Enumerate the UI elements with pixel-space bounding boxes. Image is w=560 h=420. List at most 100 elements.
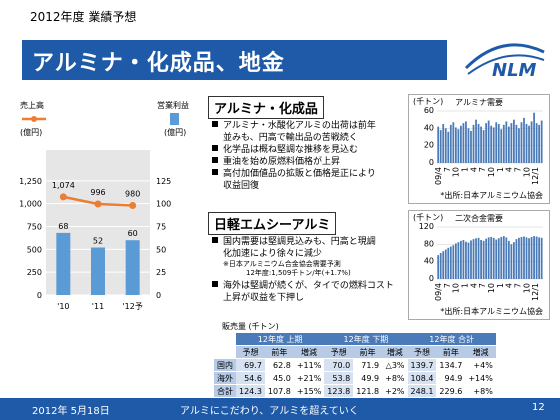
mini-bar xyxy=(467,242,470,279)
left-tick-label: 1,250 xyxy=(19,177,42,186)
mini-source-note: *出所:日本アルミニウム協会 xyxy=(440,306,543,316)
mini-bar xyxy=(480,126,482,163)
nmca-bullet-2: 海外は堅調が続くが、タイでの燃料コスト 上昇が収益を下押し xyxy=(212,280,407,304)
footer-bar: 2012年 5月18日 アルミにこだわり、アルミを超えていく 12 xyxy=(0,398,560,420)
group-h1: 12年度 上期 xyxy=(236,333,325,346)
mini-x-tick: 7 xyxy=(514,283,523,288)
company-logo: NLM xyxy=(464,43,545,81)
mini-bar xyxy=(437,255,440,279)
mini-bar xyxy=(497,124,500,163)
mini-bar xyxy=(449,246,452,279)
right-axis-unit: (億円) xyxy=(164,127,186,137)
mini-bar xyxy=(454,127,457,163)
mini-bar xyxy=(472,124,475,163)
mini-bar xyxy=(518,237,520,279)
bullet-square-icon xyxy=(212,281,218,287)
mini-bar xyxy=(447,247,450,279)
mini-bar xyxy=(442,124,445,163)
mini-bar xyxy=(439,130,442,163)
mini-bar xyxy=(460,125,462,163)
mini-x-tick: 10 xyxy=(522,167,531,177)
mini-bar xyxy=(533,112,535,163)
mini-x-tick: 10 xyxy=(452,167,461,177)
mini-bar xyxy=(502,236,505,279)
mini-x-tick: 4 xyxy=(469,167,478,172)
mini-x-tick: 7 xyxy=(443,283,452,288)
mini-bar xyxy=(490,125,493,163)
mini-bar xyxy=(470,130,472,163)
sales-point xyxy=(129,201,137,209)
left-tick-label: 500 xyxy=(27,245,42,254)
section-nmca-bullets: 国内需要は堅調見込みも、円高と現調 化加速により徐々に減少 ※日本アルミニウム合… xyxy=(212,236,407,304)
mini-x-tick: 7 xyxy=(478,283,487,288)
alumina-bullet-2: 化学品は概ね堅調な推移を見込む xyxy=(212,144,402,156)
mini-bar xyxy=(475,238,477,279)
mini-x-tick: 7 xyxy=(478,167,487,172)
mini-bar xyxy=(477,124,480,163)
right-tick-label: 50 xyxy=(156,245,166,254)
mini-bar xyxy=(444,128,447,163)
mini-bar xyxy=(525,124,528,163)
mini-bar xyxy=(520,122,523,163)
mini-bar xyxy=(500,236,503,279)
mini-bar xyxy=(452,245,455,279)
mini-bar xyxy=(530,236,533,279)
mini-bar xyxy=(487,120,490,163)
legend-sales-marker xyxy=(31,116,37,122)
mini-bar xyxy=(535,236,538,279)
mini-bar xyxy=(513,242,515,279)
mini-bar xyxy=(482,130,485,163)
mini-x-tick: 09/4 xyxy=(434,283,443,301)
logo-text: NLM xyxy=(492,60,537,81)
mini-bar xyxy=(510,244,513,279)
mini-chart-title: 二次合金需要 xyxy=(455,213,503,223)
mini-x-tick: 10 xyxy=(487,283,496,293)
sales-point-label: 980 xyxy=(125,189,140,198)
mini-bar xyxy=(485,238,488,279)
mini-bar xyxy=(462,240,465,279)
mini-bar xyxy=(538,237,541,279)
mini-y-tick: 40 xyxy=(424,123,434,132)
sales-point-label: 1,074 xyxy=(52,181,75,190)
mini-bar xyxy=(444,249,447,279)
mini-chart-unit: (千トン) xyxy=(413,96,443,106)
op-bar xyxy=(91,247,105,295)
mini-bar xyxy=(439,253,442,279)
mini-bar xyxy=(533,236,535,279)
mini-bar xyxy=(462,123,465,163)
title-bar: アルミナ・化成品、地金 xyxy=(22,40,447,80)
mini-x-tick: 12/1 xyxy=(531,167,540,185)
table-row: 合計 124.3 107.8 +15% 123.8 121.8 +2% 248.1 229… xyxy=(214,384,496,398)
mini-x-tick: 7 xyxy=(443,167,452,172)
mini-x-tick: 1 xyxy=(496,167,505,172)
alumina-bullet-4: 高付加価値品の拡販と価格是正により 収益回復 xyxy=(212,168,402,192)
mini-x-tick: 4 xyxy=(469,283,478,288)
section-alumina-title: アルミナ・化成品 xyxy=(208,96,324,119)
mini-bar xyxy=(482,240,485,279)
mini-bar xyxy=(472,239,475,279)
mini-x-tick: 1 xyxy=(496,283,505,288)
table-subheader: 予想 前年 増減 予想 前年 増減 予想 前年 増減 xyxy=(214,345,496,359)
mini-bar xyxy=(513,119,515,163)
mini-x-tick: 4 xyxy=(505,283,514,288)
nmca-note-2: 12年度:1,509千トン/年(+1.7%) xyxy=(246,269,351,277)
mini-y-tick: 120 xyxy=(419,222,434,231)
bullet-square-icon xyxy=(212,169,218,175)
mini-bar xyxy=(442,251,445,279)
mini-bar xyxy=(497,238,500,279)
left-tick-label: 250 xyxy=(27,268,42,277)
mini-bar xyxy=(465,121,467,163)
mini-bar xyxy=(460,240,462,279)
mini-bar xyxy=(492,237,495,279)
x-tick-label: '12予 xyxy=(122,302,142,311)
mini-bar xyxy=(495,122,498,163)
mini-x-tick: 7 xyxy=(514,167,523,172)
mini-bar xyxy=(449,124,452,163)
mini-x-tick: 10 xyxy=(452,283,461,293)
left-tick-label: 1,000 xyxy=(19,200,42,209)
mini-x-tick: 12/1 xyxy=(531,283,540,301)
mini-bar xyxy=(538,124,541,163)
alumina-bullet-3: 重油を始め原燃料価格が上昇 xyxy=(212,156,402,168)
